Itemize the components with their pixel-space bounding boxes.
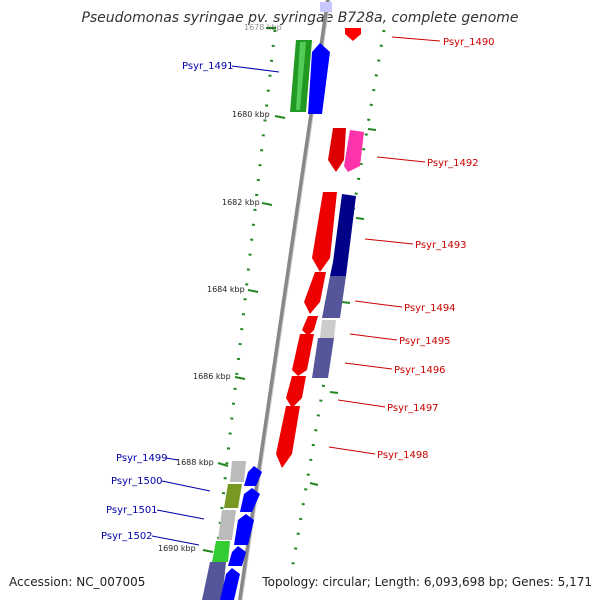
gene-psyr-1490-shape [345, 28, 361, 41]
gene-psyr-1500-olive-shape [224, 484, 242, 508]
gene-label-psyr-1490: Psyr_1490 [443, 37, 495, 48]
gene-psyr-1494-shape [304, 272, 326, 314]
gene-psyr-1500-shape [240, 488, 260, 512]
right-gene-labels: Psyr_1490 Psyr_1492 Psyr_1493 Psyr_1494 … [328, 36, 495, 461]
gene-psyr-1495b-shape [320, 320, 336, 338]
kbp-label-1688: 1688 kbp [176, 458, 214, 467]
gene-lower-blue-shape [220, 568, 240, 600]
topology-text: Topology: circular; Length: 6,093,698 bp… [262, 575, 592, 589]
kbp-label-1690: 1690 kbp [158, 544, 196, 553]
kbp-tick-1680: 1680 kbp [232, 110, 286, 119]
accession-text: Accession: NC_007005 [9, 575, 146, 589]
gene-label-psyr-1497: Psyr_1497 [387, 403, 439, 414]
gene-psyr-1501-shape [234, 514, 254, 545]
gene-psyr-1492b-shape [344, 130, 364, 172]
gene-label-psyr-1495: Psyr_1495 [399, 336, 451, 347]
gene-psyr-1491-shape [308, 43, 330, 114]
gene-psyr-1494b-shape [322, 276, 346, 318]
kbp-label-1678: 1678 kbp [244, 23, 282, 32]
right-tick-track [290, 29, 386, 571]
kbp-label-1684: 1684 kbp [207, 285, 245, 294]
gene-psyr-1496b-shape [312, 338, 334, 378]
kbp-tick-1678: 1678 kbp [244, 23, 282, 32]
left-gene-labels: Psyr_1491 Psyr_1499 Psyr_1500 Psyr_1501 … [101, 61, 280, 546]
gene-psyr-1496-shape [292, 334, 314, 376]
kbp-tick-1686: 1686 kbp [193, 372, 246, 381]
gene-psyr-1495-shape [302, 316, 318, 336]
gene-lower-purple-shape [202, 562, 226, 600]
gene-label-psyr-1492: Psyr_1492 [427, 158, 479, 169]
gene-label-psyr-1494: Psyr_1494 [404, 303, 456, 314]
gene-label-psyr-1491: Psyr_1491 [182, 61, 234, 72]
gene-label-psyr-1493: Psyr_1493 [415, 240, 467, 251]
left-strand-genes [202, 40, 330, 600]
right-strand-genes [276, 28, 364, 468]
gene-label-psyr-1496: Psyr_1496 [394, 365, 446, 376]
kbp-tick-1682: 1682 kbp [222, 198, 273, 207]
gene-label-psyr-1498: Psyr_1498 [377, 450, 429, 461]
gene-psyr-1502-green-shape [212, 541, 230, 562]
gene-psyr-1501-gray-shape [218, 510, 236, 540]
gene-psyr-1493-shape [312, 192, 337, 272]
gene-label-psyr-1499: Psyr_1499 [116, 453, 168, 464]
gene-psyr-1498-shape [276, 406, 300, 468]
scale-ticks: 1678 kbp 1680 kbp 1682 kbp 1684 kbp 1686… [158, 23, 377, 553]
gene-psyr-1499-gray-shape [230, 461, 246, 482]
gene-label-psyr-1501: Psyr_1501 [106, 505, 158, 516]
gene-label-psyr-1502: Psyr_1502 [101, 531, 153, 542]
position-marker [320, 2, 332, 12]
kbp-label-1680: 1680 kbp [232, 110, 270, 119]
kbp-tick-1688: 1688 kbp [176, 458, 229, 467]
left-tick-track [213, 29, 277, 571]
kbp-label-1682: 1682 kbp [222, 198, 260, 207]
gene-psyr-1493b-shape [330, 194, 356, 276]
gene-psyr-1497-shape [286, 376, 306, 408]
gene-psyr-1499-shape [244, 466, 262, 486]
gene-psyr-1491-lightgreen-shape [296, 42, 306, 110]
map-title: Pseudomonas syringae pv. syringae B728a,… [81, 10, 519, 26]
gene-psyr-1492-shape [328, 128, 346, 172]
gene-label-psyr-1500: Psyr_1500 [111, 476, 163, 487]
kbp-label-1686: 1686 kbp [193, 372, 231, 381]
kbp-tick-1690: 1690 kbp [158, 544, 214, 553]
gene-psyr-1502-shape [228, 546, 246, 566]
kbp-tick-1684: 1684 kbp [207, 285, 259, 294]
